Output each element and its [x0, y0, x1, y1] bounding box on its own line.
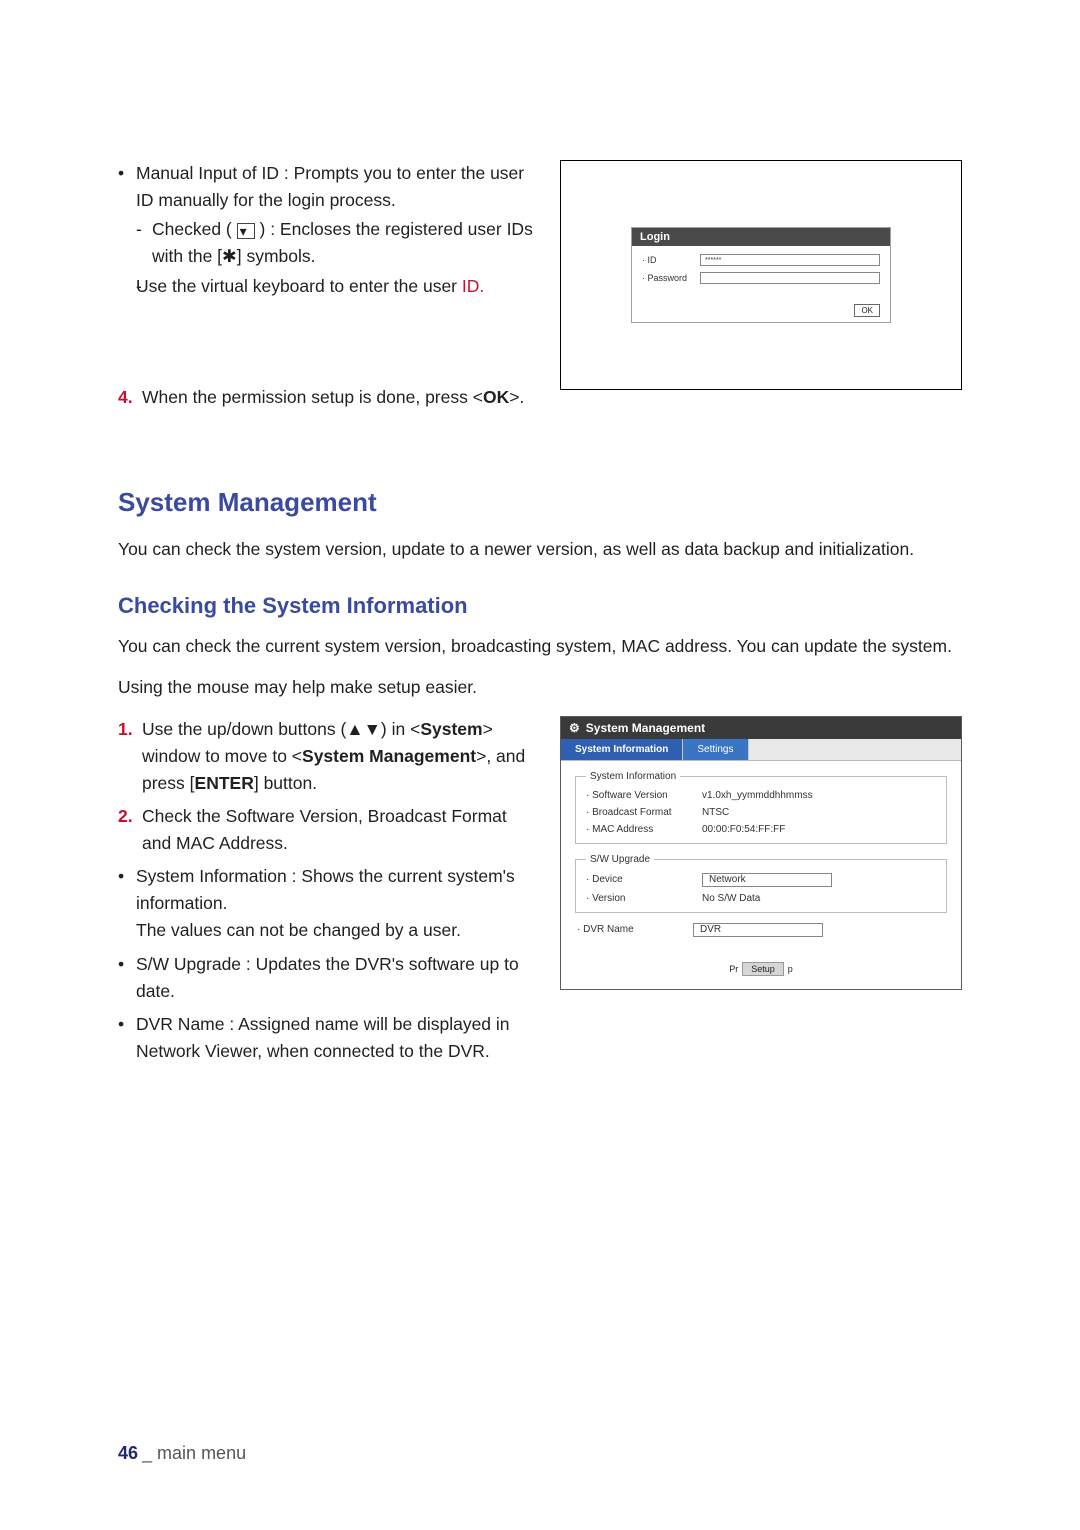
heading-system-management: System Management: [118, 487, 962, 518]
label-broadcast-format: · Broadcast Format: [586, 807, 696, 818]
login-pw-label: · Password: [642, 273, 694, 283]
step-number: 1.: [118, 716, 133, 743]
dash-checked: Checked ( ) : Encloses the registered us…: [136, 216, 538, 270]
label-version: · Version: [586, 893, 696, 904]
bullet-dvr-name: DVR Name : Assigned name will be display…: [118, 1011, 538, 1065]
value-sw-version: v1.0xh_yymmddhhmmss: [702, 790, 936, 801]
sysmgmt-screenshot: System Management System Information Set…: [560, 716, 962, 990]
page-number: 46: [118, 1443, 138, 1463]
value-version: No S/W Data: [702, 893, 936, 904]
value-broadcast-format: NTSC: [702, 807, 936, 818]
sm-check-desc: You can check the current system version…: [118, 633, 962, 660]
bullet-text: Manual Input of ID : Prompts you to ente…: [136, 163, 524, 210]
checkbox-icon: [237, 223, 255, 239]
step-number: 2.: [118, 803, 133, 830]
value-mac-address: 00:00:F0:54:FF:FF: [702, 824, 936, 835]
login-title: Login: [632, 228, 890, 246]
sysmgmt-footer: PrSetupp: [561, 951, 961, 989]
tab-settings[interactable]: Settings: [683, 739, 748, 760]
tab-system-information[interactable]: System Information: [561, 739, 683, 760]
sysmgmt-tabs: System Information Settings: [561, 739, 961, 761]
bullet-manual-id: Manual Input of ID : Prompts you to ente…: [118, 160, 538, 300]
group-sw-upgrade: S/W Upgrade · DeviceNetwork · VersionNo …: [575, 854, 947, 913]
label-mac-address: · MAC Address: [586, 824, 696, 835]
label-dvr-name: · DVR Name: [577, 924, 687, 935]
login-id-field[interactable]: ******: [700, 254, 880, 266]
heading-checking-sysinfo: Checking the System Information: [118, 593, 962, 619]
dash-use-vk: Use the virtual keyboard to enter the us…: [136, 273, 538, 300]
gear-icon: [569, 721, 580, 735]
step-1: 1. Use the up/down buttons (▲▼) in <Syst…: [118, 716, 538, 797]
login-dialog: Login · ID ****** · Password OK: [631, 227, 891, 323]
sm-intro: You can check the system version, update…: [118, 536, 962, 563]
login-pw-field[interactable]: [700, 272, 880, 284]
page-footer: 46_ main menu: [118, 1443, 246, 1464]
sysmgmt-titlebar: System Management: [561, 717, 961, 739]
label-sw-version: · Software Version: [586, 790, 696, 801]
bullet-sw-upgrade: S/W Upgrade : Updates the DVR's software…: [118, 951, 538, 1005]
login-id-label: · ID: [642, 255, 694, 265]
setup-key[interactable]: Setup: [742, 962, 784, 976]
step-4: 4. When the permission setup is done, pr…: [118, 384, 538, 411]
label-device: · Device: [586, 874, 696, 885]
step-2: 2. Check the Software Version, Broadcast…: [118, 803, 538, 857]
bullet-sysinfo: System Information : Shows the current s…: [118, 863, 538, 944]
field-device[interactable]: Network: [702, 873, 832, 887]
step-number: 4.: [118, 384, 133, 411]
sm-mouse-tip: Using the mouse may help make setup easi…: [118, 674, 962, 701]
login-screenshot: Login · ID ****** · Password OK: [560, 160, 962, 390]
group-system-information: System Information · Software Versionv1.…: [575, 771, 947, 844]
login-ok-button[interactable]: OK: [854, 304, 880, 317]
field-dvr-name[interactable]: DVR: [693, 923, 823, 937]
